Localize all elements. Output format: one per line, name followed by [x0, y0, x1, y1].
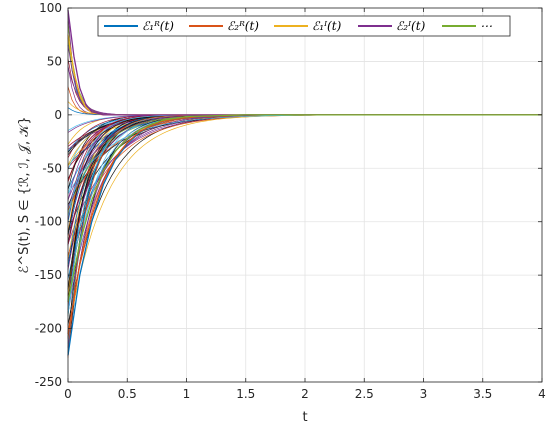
- x-tick-label: 1: [183, 387, 191, 401]
- legend: ℰ₁ᴿ(t) ℰ₂ᴿ(t) ℰ₁ᴵ(t) ℰ₂ᴵ(t) ⋯: [97, 15, 511, 37]
- x-tick-label: 2: [301, 387, 309, 401]
- x-tick-label: 4: [538, 387, 546, 401]
- x-tick-label: 0: [64, 387, 72, 401]
- x-ticks: 0 0.5 1 1.5 2 2.5 3 3.5 4: [64, 8, 546, 401]
- legend-label: ⋯: [480, 19, 492, 33]
- y-tick-label: -100: [35, 215, 62, 229]
- x-tick-label: 2.5: [355, 387, 374, 401]
- x-tick-label: 0.5: [118, 387, 137, 401]
- series-lines: [67, 10, 542, 356]
- y-tick-label: -50: [42, 161, 62, 175]
- y-tick-label: -150: [35, 268, 62, 282]
- y-tick-label: 100: [39, 1, 62, 15]
- y-ticks: 100 50 0 -50 -100 -150 -200 -250: [35, 1, 542, 389]
- x-axis-label: t: [302, 410, 307, 425]
- y-tick-label: 0: [54, 108, 62, 122]
- x-tick-label: 3.5: [473, 387, 492, 401]
- x-tick-label: 1.5: [236, 387, 255, 401]
- legend-label: ℰ₂ᴿ(t): [227, 19, 259, 33]
- legend-label: ℰ₁ᴵ(t): [312, 19, 342, 33]
- x-tick-label: 3: [420, 387, 428, 401]
- series-line: [67, 114, 542, 303]
- y-axis-label: ℰ^S(t), S ∈ {ℛ, ℐ, 𝒥, 𝒦}: [17, 116, 32, 273]
- legend-label: ℰ₂ᴵ(t): [396, 19, 426, 33]
- y-tick-label: -250: [35, 375, 62, 389]
- y-tick-label: 50: [47, 54, 62, 68]
- legend-label: ℰ₁ᴿ(t): [142, 19, 174, 33]
- y-tick-label: -200: [35, 322, 62, 336]
